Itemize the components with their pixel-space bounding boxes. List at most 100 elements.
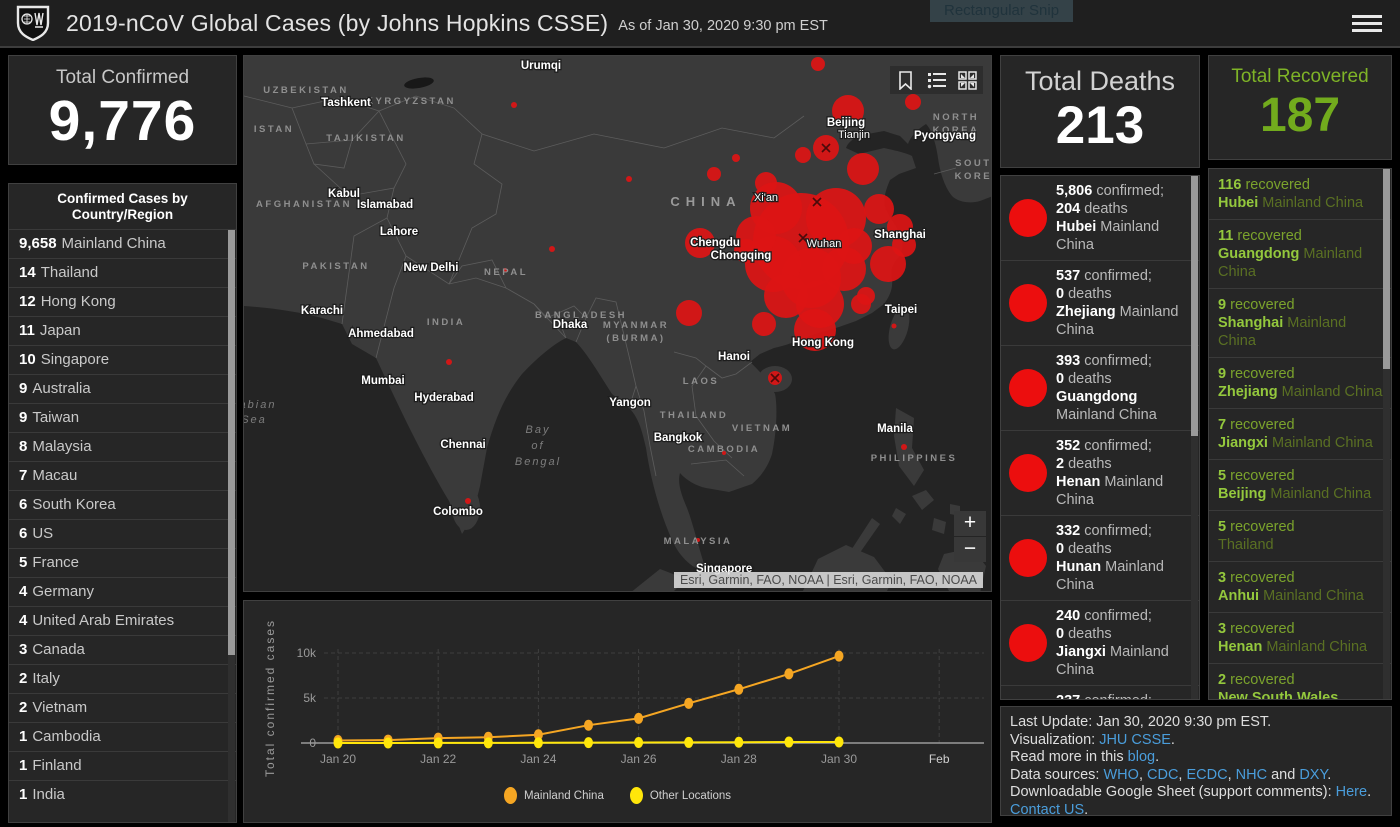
link-contact-us[interactable]: Contact US — [1010, 801, 1085, 818]
confirmed-country-row[interactable]: 1 India — [9, 780, 236, 809]
deaths-list-item[interactable]: 332 confirmed; 0 deaths Hunan Mainland Chi… — [1001, 516, 1199, 601]
recovered-list-item[interactable]: 3 recovered Anhui Mainland China — [1209, 562, 1391, 613]
legend-mainland-china[interactable]: Mainland China — [503, 787, 604, 804]
recovered-list-item[interactable]: 3 recovered Henan Mainland China — [1209, 613, 1391, 664]
confirmed-country-row[interactable]: 6 South Korea — [9, 490, 236, 519]
case-marker[interactable] — [511, 102, 517, 108]
confirmed-country-row[interactable]: 11 Japan — [9, 316, 236, 345]
recovered-list-item[interactable]: 11 recovered Guangdong Mainland China — [1209, 220, 1391, 289]
case-marker[interactable] — [891, 323, 897, 329]
deaths-list-panel: 5,806 confirmed; 204 deaths Hubei Mainland… — [1000, 175, 1200, 700]
link-blog[interactable]: blog — [1127, 749, 1156, 765]
case-marker[interactable] — [796, 280, 844, 328]
recovered-list-item[interactable]: 9 recovered Zhejiang Mainland China — [1209, 358, 1391, 409]
confirmed-country-row[interactable]: 14 Thailand — [9, 258, 236, 287]
country-label: UZBEKISTAN — [263, 85, 349, 96]
case-marker[interactable] — [857, 287, 875, 305]
recovered-list-scrollbar[interactable] — [1383, 169, 1390, 699]
confirmed-country-row[interactable]: 2 Italy — [9, 664, 236, 693]
case-marker[interactable] — [696, 538, 700, 542]
city-label: Pyongyang — [914, 130, 976, 142]
case-marker[interactable] — [503, 268, 507, 272]
recovered-list-item[interactable]: 116 recovered Hubei Mainland China — [1209, 169, 1391, 220]
link-here[interactable]: Here — [1335, 784, 1368, 800]
case-marker[interactable] — [870, 246, 906, 282]
country-label: VIETNAM — [732, 423, 792, 434]
deaths-list-item[interactable]: 352 confirmed; 2 deaths Henan Mainland Chi… — [1001, 431, 1199, 516]
country-label: PAKISTAN — [302, 261, 369, 272]
link-who[interactable]: WHO — [1103, 766, 1139, 783]
link-ecdc[interactable]: ECDC — [1186, 766, 1228, 783]
confirmed-country-row[interactable]: 8 Malaysia — [9, 432, 236, 461]
confirmed-country-row[interactable]: 9 Australia — [9, 374, 236, 403]
case-marker[interactable] — [847, 153, 879, 185]
map-canvas[interactable]: UZBEKISTAN KYRGYZSTAN ISTAN TAJIKISTAN AFGHA… — [244, 56, 992, 592]
confirmed-country-row[interactable]: 5 France — [9, 548, 236, 577]
link-nhc[interactable]: NHC — [1235, 766, 1268, 783]
info-text: Last Update: Jan 30, 2020 9:30 pm EST. — [1010, 714, 1272, 730]
case-marker[interactable] — [732, 154, 740, 162]
deaths-list-item[interactable]: 537 confirmed; 0 deaths Zhejiang Mainland … — [1001, 261, 1199, 346]
case-marker[interactable] — [446, 359, 452, 365]
case-marker[interactable] — [836, 228, 872, 264]
case-marker[interactable] — [685, 228, 715, 258]
case-marker[interactable] — [864, 194, 894, 224]
confirmed-country-row[interactable]: 12 Hong Kong — [9, 287, 236, 316]
confirmed-country-row[interactable]: 4 United Arab Emirates — [9, 606, 236, 635]
hamburger-menu-icon[interactable] — [1352, 11, 1382, 36]
deaths-list-item[interactable]: 393 confirmed; 0 deaths Guangdong Mainland… — [1001, 346, 1199, 431]
confirmed-country-row[interactable]: 3 Canada — [9, 635, 236, 664]
case-marker[interactable] — [626, 176, 632, 182]
case-marker[interactable] — [901, 444, 907, 450]
link-dxy[interactable]: DXY — [1299, 766, 1328, 783]
country-label: AFGHANISTAN — [256, 199, 352, 210]
case-marker[interactable] — [465, 498, 471, 504]
case-marker[interactable] — [752, 312, 776, 336]
deaths-list-item[interactable]: 240 confirmed; 0 deaths Jiangxi Mainland C… — [1001, 601, 1199, 686]
deaths-list-scrollbar[interactable] — [1191, 176, 1198, 699]
case-marker[interactable] — [905, 94, 921, 110]
confirmed-count: 9 — [19, 409, 28, 426]
info-text: . — [1327, 766, 1332, 783]
legend-other-locations[interactable]: Other Locations — [629, 787, 731, 804]
deaths-list-item[interactable]: 5,806 confirmed; 204 deaths Hubei Mainland… — [1001, 176, 1199, 261]
case-marker[interactable] — [676, 300, 702, 326]
confirmed-country-row[interactable]: 1 Cambodia — [9, 722, 236, 751]
country-label: MYANMAR — [603, 320, 669, 331]
country-label: TAJIKISTAN — [326, 133, 406, 144]
case-marker[interactable] — [722, 451, 726, 455]
confirmed-country-row[interactable]: 7 Macau — [9, 461, 236, 490]
case-marker[interactable] — [811, 57, 825, 71]
confirmed-country-row[interactable]: 9,658 Mainland China — [9, 229, 236, 258]
case-marker[interactable] — [795, 147, 811, 163]
recovered-list-item[interactable]: 7 recovered Jiangxi Mainland China — [1209, 409, 1391, 460]
legend-list-icon[interactable] — [921, 66, 952, 94]
confirmed-country-row[interactable]: 2 Vietnam — [9, 693, 236, 722]
basemap-grid-icon[interactable] — [952, 66, 983, 94]
bookmark-icon[interactable] — [890, 66, 921, 94]
deaths-list-item[interactable]: 237 confirmed;0 deathsAnhui Mainland Chi… — [1001, 686, 1199, 699]
case-marker[interactable] — [707, 167, 721, 181]
link-cdc[interactable]: CDC — [1147, 766, 1179, 783]
zoom-out-button[interactable]: − — [954, 537, 986, 562]
case-marker[interactable] — [549, 246, 555, 252]
confirmed-country-row[interactable]: 6 US — [9, 519, 236, 548]
confirmed-list-scrollbar[interactable] — [228, 230, 235, 822]
case-marker[interactable] — [832, 95, 864, 127]
confirmed-country-row[interactable]: 10 Singapore — [9, 345, 236, 374]
confirmed-country-row[interactable]: 4 Germany — [9, 577, 236, 606]
red-case-circle-icon — [1009, 454, 1047, 492]
confirmed-count: 1 — [19, 728, 28, 745]
case-marker[interactable] — [736, 216, 776, 256]
recovered-list-item[interactable]: 5 recovered Beijing Mainland China — [1209, 460, 1391, 511]
city-label: Hanoi — [718, 351, 750, 363]
link-jhu-csse[interactable]: JHU CSSE — [1099, 731, 1171, 748]
recovered-list-item[interactable]: 5 recovered Thailand — [1209, 511, 1391, 562]
confirmed-country-row[interactable]: 9 Taiwan — [9, 403, 236, 432]
zoom-in-button[interactable]: + — [954, 511, 986, 536]
recovered-list-item[interactable]: 9 recovered Shanghai Mainland China — [1209, 289, 1391, 358]
world-map[interactable]: UZBEKISTAN KYRGYZSTAN ISTAN TAJIKISTAN AFGHA… — [243, 55, 992, 592]
confirmed-country-row[interactable]: 1 Finland — [9, 751, 236, 780]
info-text: , — [1227, 766, 1236, 783]
